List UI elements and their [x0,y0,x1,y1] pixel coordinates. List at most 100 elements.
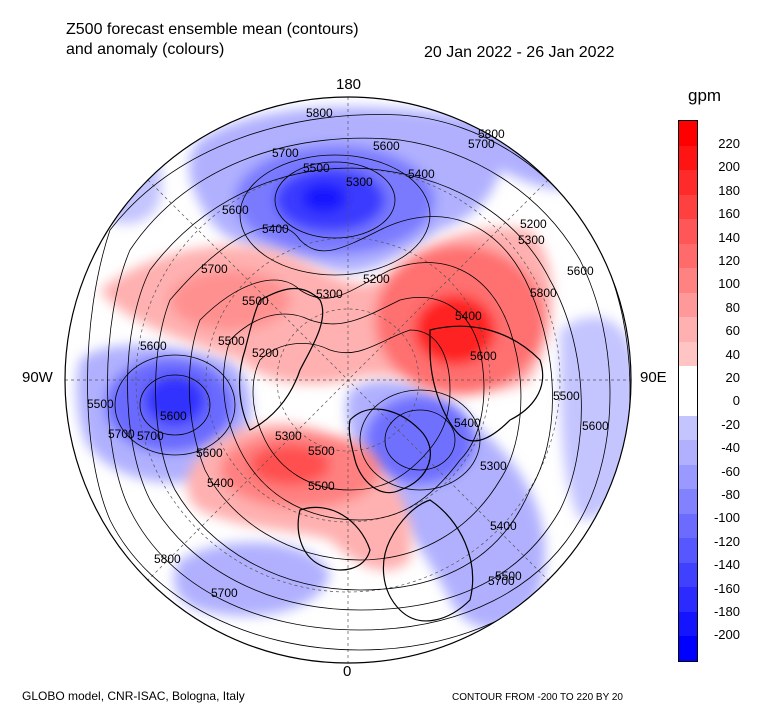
contour-label: 5300 [480,459,507,473]
contour-label: 5600 [470,349,497,363]
contour-label: 5600 [582,419,609,433]
colorbar-tick-label: -120 [713,533,740,549]
colorbar-segment [679,538,697,564]
colorbar-segment [679,219,697,245]
colorbar-tick-label: -140 [713,557,740,573]
colorbar-segment [679,587,697,613]
colorbar-segment [679,341,697,367]
contour-label: 5400 [454,416,481,430]
colorbar-tick-label: 20 [725,370,740,385]
contour-label: 5600 [160,409,187,423]
lon-label-left: 90W [22,369,53,386]
map-title: Z500 forecast ensemble mean (contours) a… [66,20,359,60]
contour-label: 5500 [553,389,580,403]
contour-label: 5800 [306,106,333,120]
colorbar-tick-label: 40 [725,346,740,362]
colorbar-segment [679,366,697,392]
colorbar-segment [679,391,697,417]
colorbar-tick-label: 180 [718,182,740,198]
contour-label: 5500 [303,161,330,175]
contour-label: 5300 [518,233,545,247]
colorbar-segment [679,636,697,662]
colorbar-tick-label: -60 [721,463,740,479]
colorbar-segment [679,317,697,343]
contour-label: 5500 [308,479,335,493]
colorbar-tick-label: -100 [713,510,740,526]
contour-label: 5300 [346,175,373,189]
contour-label: 5400 [490,519,517,533]
contour-label: 5400 [408,167,435,181]
colorbar [678,120,698,662]
title-line-2: and anomaly (colours) [66,41,225,58]
colorbar-tick-label: 220 [718,136,740,151]
map-boundary [64,96,632,664]
contour-label: 5400 [262,222,289,236]
contour-label: 5600 [373,139,400,153]
contour-label: 5700 [137,429,164,443]
contour-label: 5700 [468,137,495,151]
colorbar-segment [679,562,697,588]
contour-label: 5600 [567,264,594,278]
colorbar-tick-label: 80 [725,299,740,315]
contour-label: 5600 [196,446,223,460]
contour-label: 5500 [495,569,522,583]
colorbar-segment [679,268,697,294]
colorbar-segment [679,243,697,269]
contour-label: 5200 [252,346,279,360]
colorbar-segment [679,611,697,637]
contour-label: 5300 [316,287,343,301]
contour-label: 5600 [140,339,167,353]
lon-label-top: 180 [336,76,362,93]
colorbar-segment [679,145,697,171]
coastlines [238,287,544,622]
colorbar-tick-label: -20 [721,416,740,432]
colorbar-segment [679,464,697,490]
colorbar-tick-label: 100 [718,276,740,292]
contour-label: 5800 [530,286,557,300]
colorbar-unit: gpm [688,86,722,105]
model-credit: GLOBO model, CNR-ISAC, Bologna, Italy [22,689,245,703]
contour-label: 5400 [455,309,482,323]
contour-label: 5600 [222,203,249,217]
colorbar-tick-label: -160 [713,580,740,596]
contour-label: 5700 [108,427,135,441]
colorbar-tick-label: 160 [718,206,740,222]
colorbar-segment [679,170,697,196]
colorbar-tick-label: 120 [718,253,740,268]
contour-info: CONTOUR FROM -200 TO 220 BY 20 [452,692,623,703]
colorbar-segment [679,489,697,515]
contour-label: 5400 [207,476,234,490]
colorbar-tick-label: 200 [718,159,740,175]
lon-label-bottom: 0 [343,663,352,680]
contour-label: 5700 [272,146,299,160]
title-line-1: Z500 forecast ensemble mean (contours) [66,21,359,38]
colorbar-tick-label: -80 [721,487,740,502]
date-range: 20 Jan 2022 - 26 Jan 2022 [424,44,615,61]
contour-label: 5300 [275,429,302,443]
colorbar-tick-label: -200 [713,627,740,643]
colorbar-segment [679,513,697,539]
contour-label: 5200 [520,217,547,231]
colorbar-tick-label: -40 [721,440,740,456]
colorbar-tick-label: -180 [713,604,740,619]
contour-label: 5500 [87,397,114,411]
contour-label: 5800 [478,127,505,141]
contour-label: 5800 [154,552,181,566]
lon-label-right: 90E [640,369,667,386]
contour-label: 5500 [242,294,269,308]
colorbar-segment [679,121,697,147]
contour-label: 5700 [201,262,228,276]
contour-label: 5700 [488,574,515,588]
contour-label: 5500 [218,334,245,348]
colorbar-segment [679,415,697,441]
contour-label: 5200 [363,272,390,286]
colorbar-tick-label: 140 [718,229,740,245]
colorbar-tick-label: 0 [732,393,740,409]
contour-label: 5700 [211,586,238,600]
colorbar-segment [679,440,697,466]
contour-label: 5500 [308,444,335,458]
colorbar-segment [679,292,697,318]
colorbar-segment [679,194,697,220]
